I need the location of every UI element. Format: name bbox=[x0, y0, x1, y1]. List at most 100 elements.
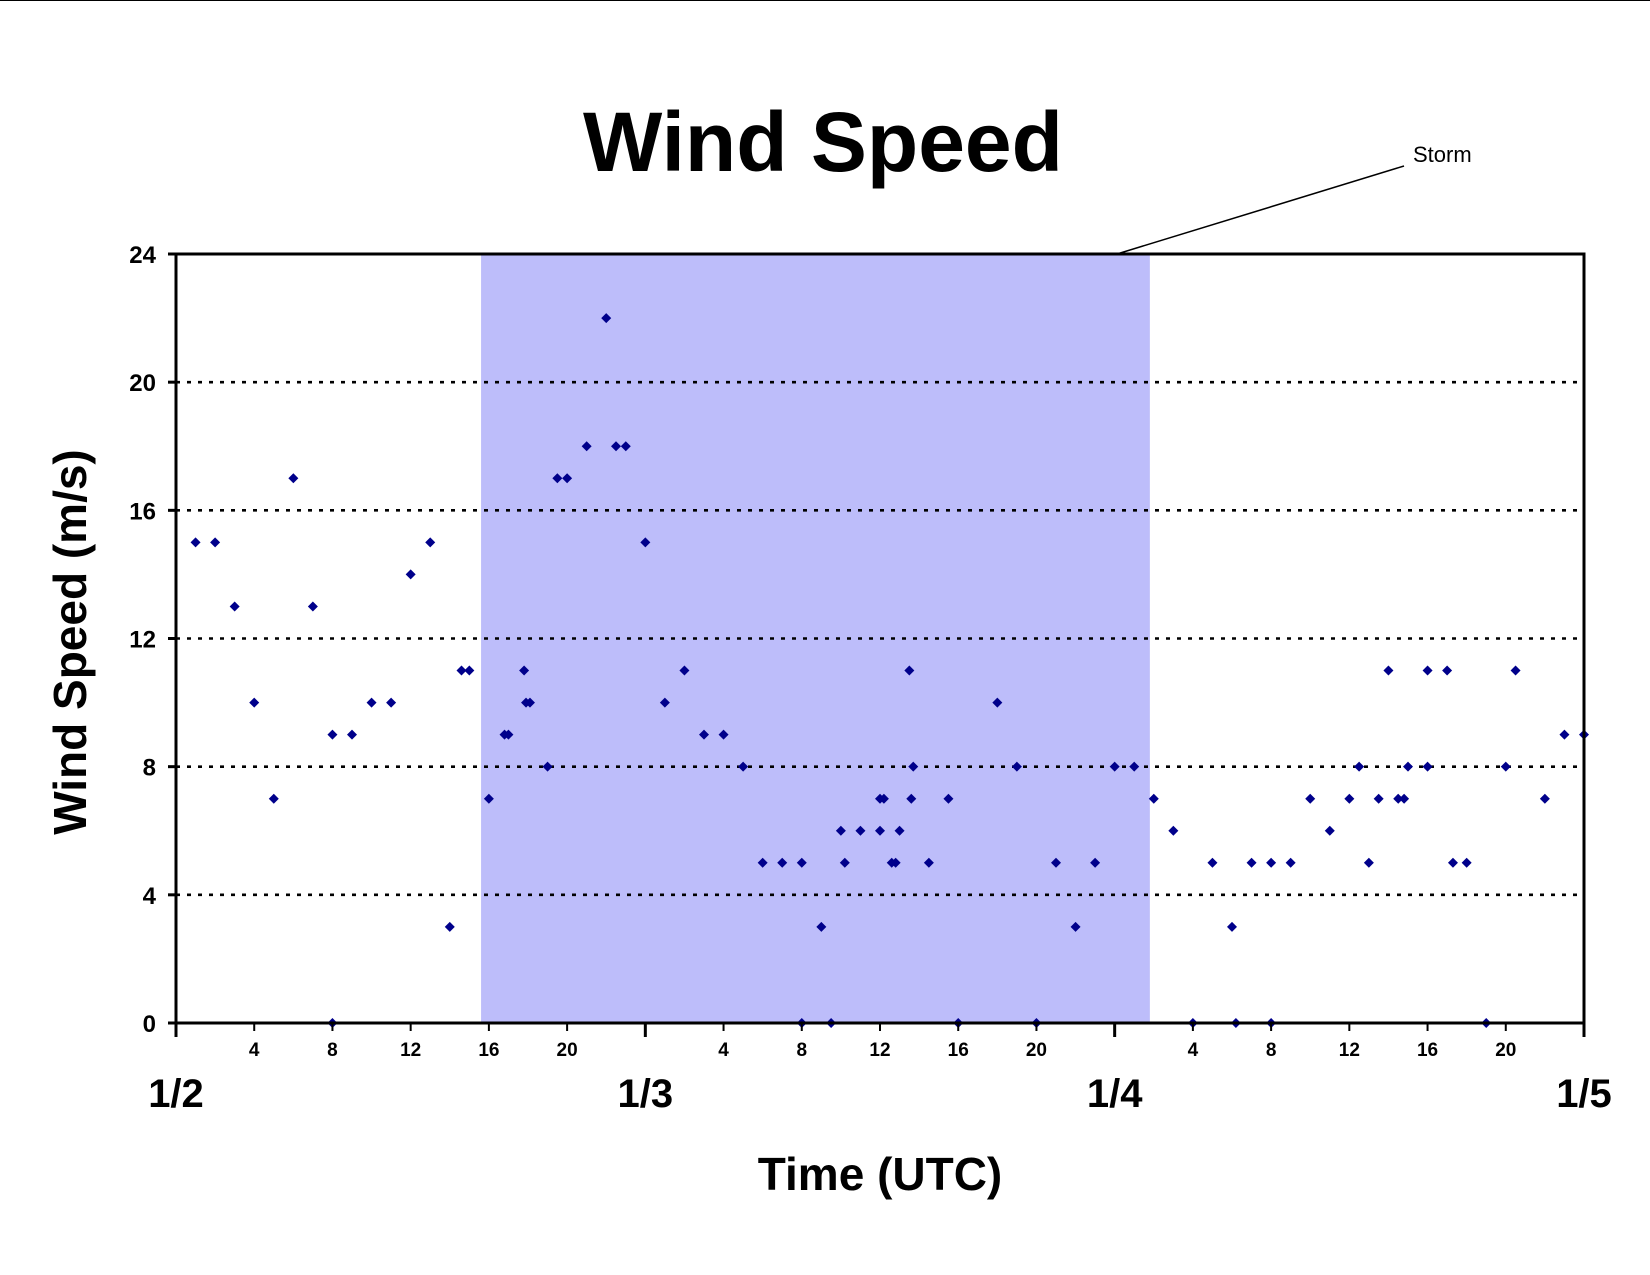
data-point bbox=[757, 857, 768, 868]
data-point bbox=[855, 825, 866, 836]
data-point bbox=[943, 793, 954, 804]
x-axis-title: Time (UTC) bbox=[758, 1148, 1003, 1200]
data-point bbox=[1373, 793, 1384, 804]
data-points bbox=[190, 313, 1589, 1028]
x-hour-tick-label: 8 bbox=[1266, 1040, 1277, 1061]
y-tick-label: 4 bbox=[143, 883, 157, 910]
data-point bbox=[699, 729, 709, 740]
x-hour-tick-label: 20 bbox=[557, 1040, 578, 1061]
x-date-tick-label: 1/2 bbox=[148, 1072, 204, 1116]
data-point bbox=[1129, 761, 1140, 772]
y-tick-label: 20 bbox=[129, 370, 156, 397]
data-point bbox=[1442, 665, 1453, 676]
data-point bbox=[347, 729, 357, 740]
data-point bbox=[503, 729, 514, 740]
x-hour-tick-label: 4 bbox=[718, 1040, 729, 1061]
data-point bbox=[1510, 665, 1521, 676]
data-point bbox=[1500, 761, 1511, 772]
data-point bbox=[1109, 761, 1120, 772]
y-tick-label: 8 bbox=[143, 755, 156, 782]
data-point bbox=[552, 473, 563, 484]
x-hour-tick-label: 20 bbox=[1495, 1040, 1516, 1061]
data-point bbox=[1324, 825, 1335, 836]
data-point bbox=[1011, 761, 1022, 772]
data-point bbox=[1559, 729, 1570, 740]
data-point bbox=[1148, 793, 1159, 804]
data-point bbox=[816, 921, 827, 932]
data-point bbox=[992, 697, 1003, 708]
y-axis-ticks: 0 4 8 12 16 20 24 bbox=[129, 242, 176, 1038]
top-border-line bbox=[0, 0, 1650, 1]
x-axis-ticks: 4 8 12 16 20 4 8 12 16 20 4 8 12 16 20 1/2 1/3 1/4 1/5 bbox=[148, 1023, 1612, 1116]
data-point bbox=[1227, 921, 1237, 932]
x-hour-tick-label: 16 bbox=[478, 1040, 499, 1061]
data-point bbox=[1305, 793, 1316, 804]
data-point bbox=[718, 729, 729, 740]
data-point bbox=[1363, 857, 1374, 868]
x-hour-tick-label: 8 bbox=[796, 1040, 807, 1061]
data-point bbox=[1207, 857, 1218, 868]
data-point bbox=[425, 537, 436, 548]
data-point bbox=[1399, 793, 1410, 804]
data-point bbox=[601, 313, 612, 324]
data-point bbox=[875, 825, 885, 836]
data-point bbox=[562, 473, 573, 484]
data-point bbox=[1051, 857, 1061, 868]
data-point bbox=[210, 537, 221, 548]
x-hour-tick-label: 8 bbox=[327, 1040, 338, 1061]
x-hour-tick-label: 12 bbox=[869, 1040, 890, 1061]
x-date-tick-label: 1/5 bbox=[1556, 1072, 1612, 1116]
data-point bbox=[444, 921, 455, 932]
y-tick-label: 24 bbox=[129, 242, 156, 269]
x-date-tick-label: 1/3 bbox=[618, 1072, 674, 1116]
x-hour-tick-label: 12 bbox=[400, 1040, 421, 1061]
data-point bbox=[904, 665, 915, 676]
data-point bbox=[190, 537, 201, 548]
data-point bbox=[1383, 665, 1394, 676]
x-hour-tick-label: 20 bbox=[1026, 1040, 1047, 1061]
data-point bbox=[1422, 665, 1433, 676]
data-point bbox=[878, 793, 889, 804]
data-point bbox=[483, 793, 494, 804]
x-hour-tick-label: 16 bbox=[948, 1040, 969, 1061]
data-point bbox=[1393, 793, 1404, 804]
data-point bbox=[1070, 921, 1081, 932]
data-point bbox=[229, 601, 240, 612]
data-point bbox=[1090, 857, 1101, 868]
x-hour-tick-label: 4 bbox=[1188, 1040, 1199, 1061]
data-point bbox=[894, 825, 905, 836]
data-point bbox=[923, 857, 934, 868]
x-hour-tick-label: 4 bbox=[249, 1040, 260, 1061]
data-point bbox=[1266, 857, 1277, 868]
storm-annotation-line bbox=[1116, 165, 1405, 255]
data-point bbox=[611, 441, 621, 452]
data-point bbox=[366, 697, 377, 708]
data-point bbox=[268, 793, 279, 804]
data-point bbox=[1403, 761, 1413, 772]
data-point bbox=[738, 761, 749, 772]
data-point bbox=[1285, 857, 1296, 868]
x-hour-tick-label: 12 bbox=[1339, 1040, 1360, 1061]
data-point bbox=[519, 665, 530, 676]
data-point bbox=[1168, 825, 1179, 836]
data-point bbox=[464, 665, 475, 676]
data-point bbox=[405, 569, 416, 580]
data-point bbox=[307, 601, 318, 612]
y-axis-title: Wind Speed (m/s) bbox=[44, 449, 96, 835]
data-point bbox=[524, 697, 535, 708]
data-point bbox=[288, 473, 299, 484]
data-point bbox=[777, 857, 788, 868]
x-date-tick-label: 1/4 bbox=[1087, 1072, 1143, 1116]
storm-annotation-label: Storm bbox=[1413, 142, 1472, 167]
y-tick-label: 0 bbox=[143, 1011, 156, 1038]
data-point bbox=[1422, 761, 1433, 772]
data-point bbox=[1447, 857, 1458, 868]
chart-title: Wind Speed bbox=[583, 95, 1063, 189]
data-point bbox=[249, 697, 260, 708]
data-point bbox=[906, 793, 917, 804]
data-point bbox=[1461, 857, 1472, 868]
data-point bbox=[1246, 857, 1257, 868]
y-tick-label: 16 bbox=[129, 498, 156, 525]
data-point bbox=[1539, 793, 1550, 804]
